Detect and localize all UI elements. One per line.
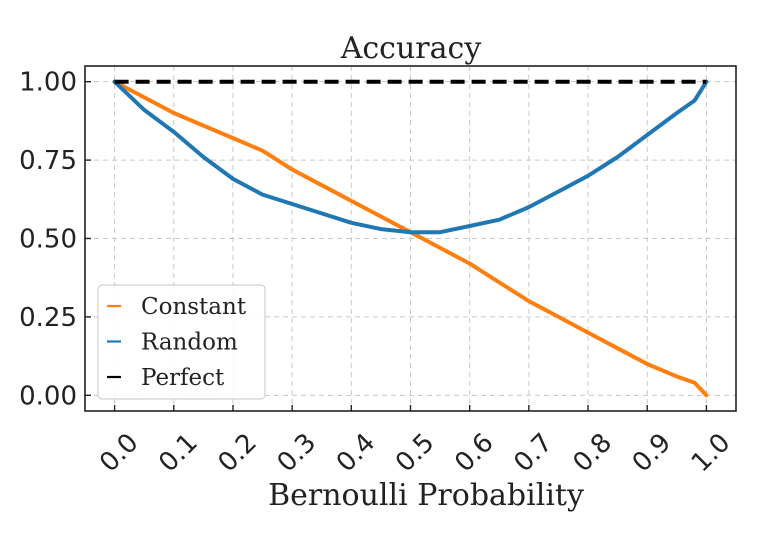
x-tick-label: 0.4	[331, 428, 381, 478]
x-tick-label: 0.8	[568, 428, 618, 478]
legend-label-constant: Constant	[141, 294, 247, 320]
series-line-constant	[112, 79, 709, 398]
series-layer	[112, 79, 709, 398]
x-tick-label: 0.5	[390, 428, 440, 478]
x-tick-label: 0.1	[153, 428, 203, 478]
y-tick-label: 0.75	[19, 146, 77, 176]
x-tick-label: 0.9	[627, 428, 677, 478]
x-tick-label: 0.6	[449, 428, 499, 478]
x-tick-label: 0.7	[508, 428, 558, 478]
x-tick-label: 1.0	[686, 428, 736, 478]
x-tick-label: 0.0	[94, 428, 144, 478]
legend-label-random: Random	[141, 330, 238, 356]
y-tick-label: 1.00	[19, 68, 77, 98]
legend: Constant Random Perfect	[97, 284, 266, 400]
x-tick-label: 0.3	[272, 428, 322, 478]
x-tick-label: 0.2	[212, 428, 262, 478]
tick-layer: 0.000.250.500.751.000.0 0.1 0.2 0.3 0.4 0.5 0.…	[19, 68, 736, 479]
chart-title: Accuracy	[340, 31, 482, 66]
y-tick-label: 0.25	[19, 303, 77, 333]
y-tick-label: 0.00	[19, 381, 77, 411]
legend-box	[97, 284, 266, 400]
legend-label-perfect: Perfect	[141, 365, 225, 391]
series-line-random	[112, 79, 709, 235]
y-tick-label: 0.50	[19, 225, 77, 255]
x-axis-label: Bernoulli Probability	[268, 478, 584, 513]
